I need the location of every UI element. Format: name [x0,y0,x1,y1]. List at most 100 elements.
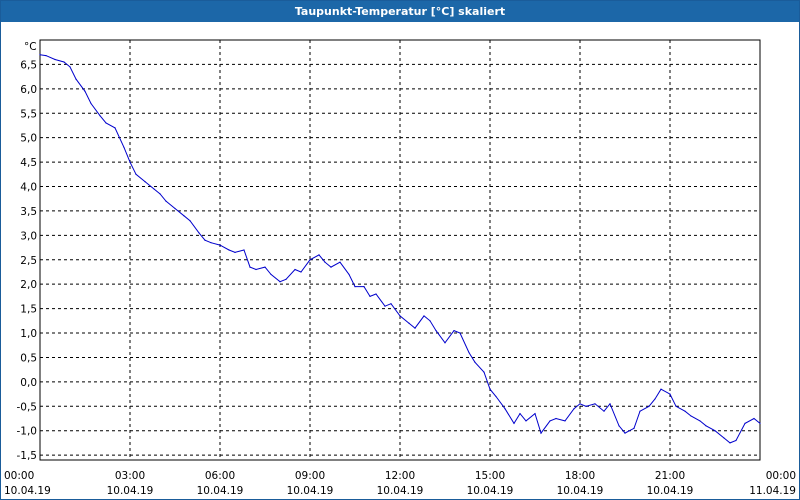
data-point [564,420,566,422]
data-point [429,320,431,322]
data-point [249,266,251,268]
data-point [144,181,146,183]
data-point [534,413,536,415]
data-point [90,102,92,105]
x-tick-date-label: 10.04.19 [557,485,604,497]
y-tick-label: 2,0 [20,279,37,291]
y-tick-label: 5,5 [20,108,37,120]
data-point [123,146,125,149]
data-point [744,422,746,424]
data-point [375,293,377,295]
data-point [348,273,350,276]
x-tick-time-label: 09:00 [295,470,325,482]
data-point [198,232,200,234]
data-point [75,78,77,80]
data-point [63,61,65,63]
data-point [444,342,446,344]
data-point [135,173,137,175]
data-point [609,403,611,405]
plot-area [39,39,761,461]
data-point [153,188,155,190]
data-point [723,437,725,439]
data-point [639,410,641,412]
data-point [549,420,551,422]
data-point [618,425,620,427]
data-point [165,200,167,202]
y-tick-label: 6,0 [20,84,37,96]
data-point [408,322,410,324]
data-point [399,315,401,317]
data-point [279,281,281,283]
x-tick-time-label: 15:00 [475,470,505,482]
data-point [69,66,71,68]
data-point [255,268,257,271]
x-tick-date-label: 10.04.19 [197,485,244,497]
data-point [729,442,731,444]
data-point [45,55,47,57]
y-axis: 6,5 6,0 5,5 5,0 4,5 4,0 3,5 3,0 2,5 2,0 1,5 1,0 0,5 0… [17,59,38,462]
data-point [453,329,455,332]
data-point [594,403,596,405]
x-tick-date-label: 10.04.19 [4,485,51,497]
data-point [129,161,131,163]
y-tick-label: 0,0 [20,377,37,389]
data-point [189,220,191,222]
y-tick-label: 1,0 [20,328,37,340]
data-point [159,193,161,195]
data-point [684,410,686,412]
data-point [573,408,575,410]
data-point [555,417,557,420]
x-tick-time-label: 06:00 [205,470,235,482]
y-tick-label: 0,5 [20,352,37,364]
data-point [648,405,650,407]
data-point [519,413,521,415]
data-point [309,259,311,261]
y-tick-label: 3,0 [20,230,37,242]
x-tick-time-label: 18:00 [565,470,595,482]
y-tick-label: 4,5 [20,157,37,169]
data-point [624,432,626,434]
x-tick-date-label: 11.04.19 [749,485,796,497]
data-point [459,332,461,334]
data-point [489,388,491,390]
data-point [183,215,185,217]
data-point [264,266,266,268]
y-tick-label: -0,5 [17,401,38,413]
data-point [705,425,707,427]
data-point [753,417,755,420]
data-point [210,242,212,244]
data-point [324,261,326,263]
data-point [174,207,176,210]
data-point [654,398,656,400]
data-point [579,403,581,405]
data-point [114,127,116,129]
data-point [468,351,470,354]
y-tick-label: 3,5 [20,206,37,218]
data-point [525,420,527,422]
data-point [105,122,107,124]
data-point [318,254,320,256]
data-point [39,54,41,56]
data-point [669,393,671,395]
x-tick-time-label: 03:00 [115,470,145,482]
data-point [633,427,635,429]
window-title: Taupunkt-Temperatur [°C] skaliert [1,1,799,22]
data-point [234,251,236,254]
data-point [714,430,716,432]
x-tick-time-label: 12:00 [385,470,415,482]
x-tick-date-label: 10.04.19 [107,485,154,497]
y-tick-label: -1,5 [17,450,38,462]
data-point [369,295,371,297]
y-axis-unit-label: °C [24,41,37,53]
x-axis: 00:00 10.04.19 03:00 10.04.19 06:00 10.04.19 0… [4,470,796,497]
x-tick-time-label: 21:00 [655,470,685,482]
x-tick-time-label: 00:00 [766,470,796,482]
y-tick-label: 6,5 [20,59,37,71]
data-point [99,115,101,117]
data-point [675,405,677,407]
data-point [294,268,296,271]
data-point [414,327,416,329]
data-point [330,266,332,268]
x-tick-date-label: 10.04.19 [467,485,514,497]
y-tick-label: 4,0 [20,182,37,194]
